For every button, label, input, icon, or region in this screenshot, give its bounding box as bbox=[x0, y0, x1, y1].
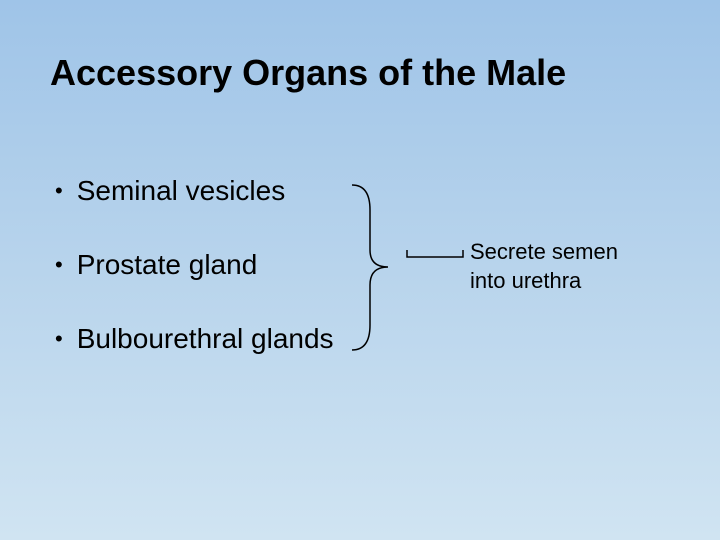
bullet-text: Seminal vesicles bbox=[77, 175, 286, 207]
bullet-dot-icon: • bbox=[55, 326, 63, 352]
bullet-dot-icon: • bbox=[55, 178, 63, 204]
annotation-line: Secrete semen bbox=[470, 238, 618, 267]
bullet-item: • Bulbourethral glands bbox=[55, 323, 334, 355]
slide-title: Accessory Organs of the Male bbox=[50, 52, 566, 94]
bullet-item: • Prostate gland bbox=[55, 249, 334, 281]
annotation-text: Secrete semen into urethra bbox=[470, 238, 618, 295]
bullet-list: • Seminal vesicles • Prostate gland • Bu… bbox=[55, 175, 334, 397]
bullet-text: Bulbourethral glands bbox=[77, 323, 334, 355]
bullet-dot-icon: • bbox=[55, 252, 63, 278]
annotation-line: into urethra bbox=[470, 267, 618, 296]
bullet-text: Prostate gland bbox=[77, 249, 258, 281]
bracket-icon bbox=[405, 248, 465, 266]
brace-icon bbox=[350, 175, 405, 360]
bullet-item: • Seminal vesicles bbox=[55, 175, 334, 207]
